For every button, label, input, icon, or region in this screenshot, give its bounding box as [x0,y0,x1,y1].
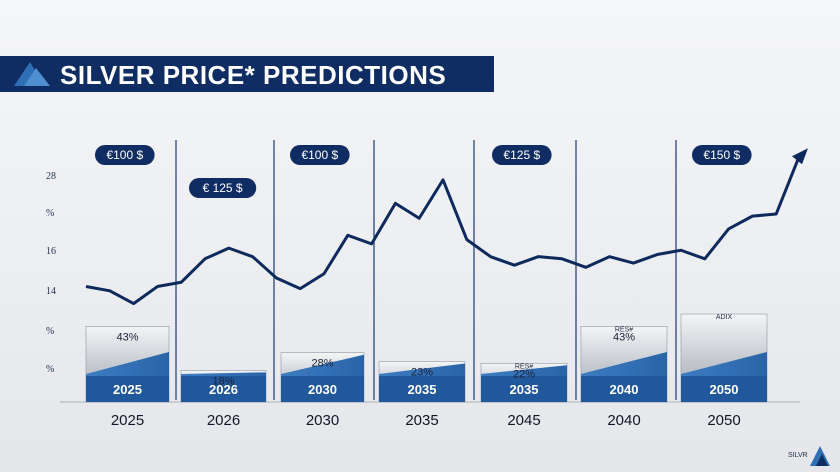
y-tick-label: 14 [46,286,56,297]
bar-base [581,376,667,402]
price-badge [290,145,350,165]
bar-stamp-label: RES# [615,326,633,333]
page-title: SILVER PRICE* PREDICTIONS [60,60,447,90]
y-tick-label: % [46,326,54,337]
trend-arrow-head [792,148,808,165]
bar-percent-label: 43% [613,331,635,343]
bar-percent-label: 28% [311,358,333,370]
y-tick-label: 16 [46,246,56,257]
bar-year-label: 2026 [209,382,238,397]
corner-brand-text: SILVR [788,452,808,459]
bar-base [481,376,567,402]
bar-year-label: 2030 [308,382,337,397]
bar-base [86,376,169,402]
bar-percent-label: 22% [513,368,535,380]
bar-year-label: 2040 [610,382,639,397]
bar-percent-label: 18% [212,375,234,387]
price-badge-label: € 125 $ [203,181,243,195]
y-tick-label: % [46,364,54,375]
price-badge [189,178,257,198]
bar-base [281,376,364,402]
price-badge-label: €125 $ [503,148,540,162]
x-category-label: 2026 [207,412,240,429]
price-badge [692,145,752,165]
price-badge-label: €100 $ [301,148,338,162]
x-category-label: 2025 [111,412,144,429]
y-tick-label: 28 [46,171,56,182]
bar-year-label: 2035 [510,382,539,397]
silver-logo-icon [0,56,70,92]
trend-line [85,153,802,306]
bar-stamp-label: RES# [515,363,533,370]
x-category-label: 2040 [607,412,640,429]
price-badge-label: €150 $ [703,148,740,162]
x-category-label: 2035 [405,412,438,429]
price-badge [95,145,155,165]
bar-percent-label: 23% [411,367,433,379]
x-category-label: 2045 [507,412,540,429]
bar-stamp-label: ADIX [716,314,733,321]
bar-year-label: 2035 [408,382,437,397]
x-category-label: 2050 [707,412,740,429]
corner-logo-icon [810,446,830,466]
x-category-label: 2030 [306,412,339,429]
bar-base [181,376,266,402]
bar-base [379,376,465,402]
bar-year-label: 2050 [710,382,739,397]
price-badge [492,145,552,165]
bar-base [681,376,767,402]
price-badge-label: €100 $ [106,148,143,162]
bar-percent-label: 43% [116,331,138,343]
bar-year-label: 2025 [113,382,142,397]
y-tick-label: % [46,208,54,219]
title-banner: SILVER PRICE* PREDICTIONS [0,56,494,92]
